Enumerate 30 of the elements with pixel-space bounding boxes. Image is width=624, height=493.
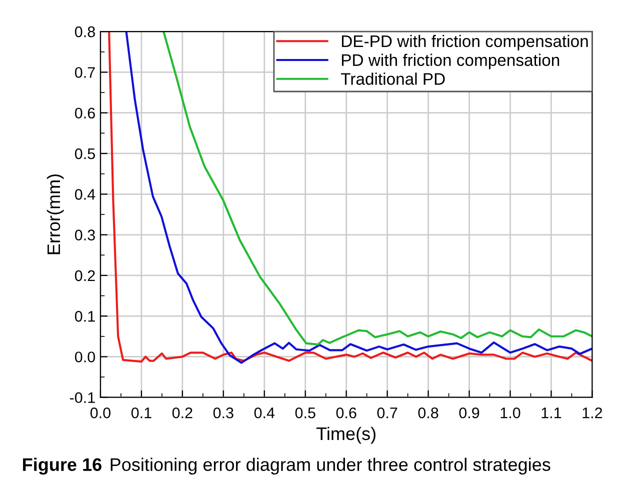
y-axis-title: Error(mm)	[46, 174, 64, 254]
x-tick-label: 0.9	[459, 407, 480, 418]
x-tick-label: 1.0	[500, 407, 520, 418]
text: Positioning error diagram under three control strategies	[110, 458, 550, 475]
x-axis-title: Time(s)	[316, 426, 376, 444]
legend-label: Traditional PD	[340, 72, 445, 85]
y-tick-label: 0.8	[74, 26, 95, 38]
x-tick-label: 0.3	[213, 407, 234, 418]
y-tick-label: 0.3	[74, 230, 95, 240]
x-tick-label: 0.8	[418, 407, 438, 418]
legend-label: DE-PD with friction compensation	[342, 34, 588, 50]
y-tick-label: 0.6	[74, 108, 95, 119]
x-tick-label: 0.0	[90, 407, 110, 418]
x-tick-label: 1.2	[582, 407, 602, 418]
x-tick-label: 1.1	[542, 408, 562, 418]
y-tick-label: 0.7	[74, 67, 95, 78]
y-tick-label: -0.1	[70, 392, 95, 404]
legend-label: PD with friction compensation	[342, 54, 560, 70]
x-tick-label: 0.4	[254, 407, 275, 418]
x-tick-label: 0.2	[172, 407, 192, 418]
x-tick-label: 0.1	[131, 407, 152, 418]
x-tick-label: 0.6	[336, 407, 356, 418]
x-tick-label: 0.5	[295, 407, 316, 418]
y-tick-label: 0.5	[74, 148, 95, 160]
y-tick-label: 0.0	[74, 352, 96, 362]
x-tick-label: 0.7	[377, 407, 398, 418]
y-tick-label: 0.4	[74, 189, 96, 200]
y-tick-label: 0.2	[74, 270, 95, 282]
caption: Figure 16	[23, 458, 102, 475]
y-tick-label: 0.1	[74, 310, 95, 322]
